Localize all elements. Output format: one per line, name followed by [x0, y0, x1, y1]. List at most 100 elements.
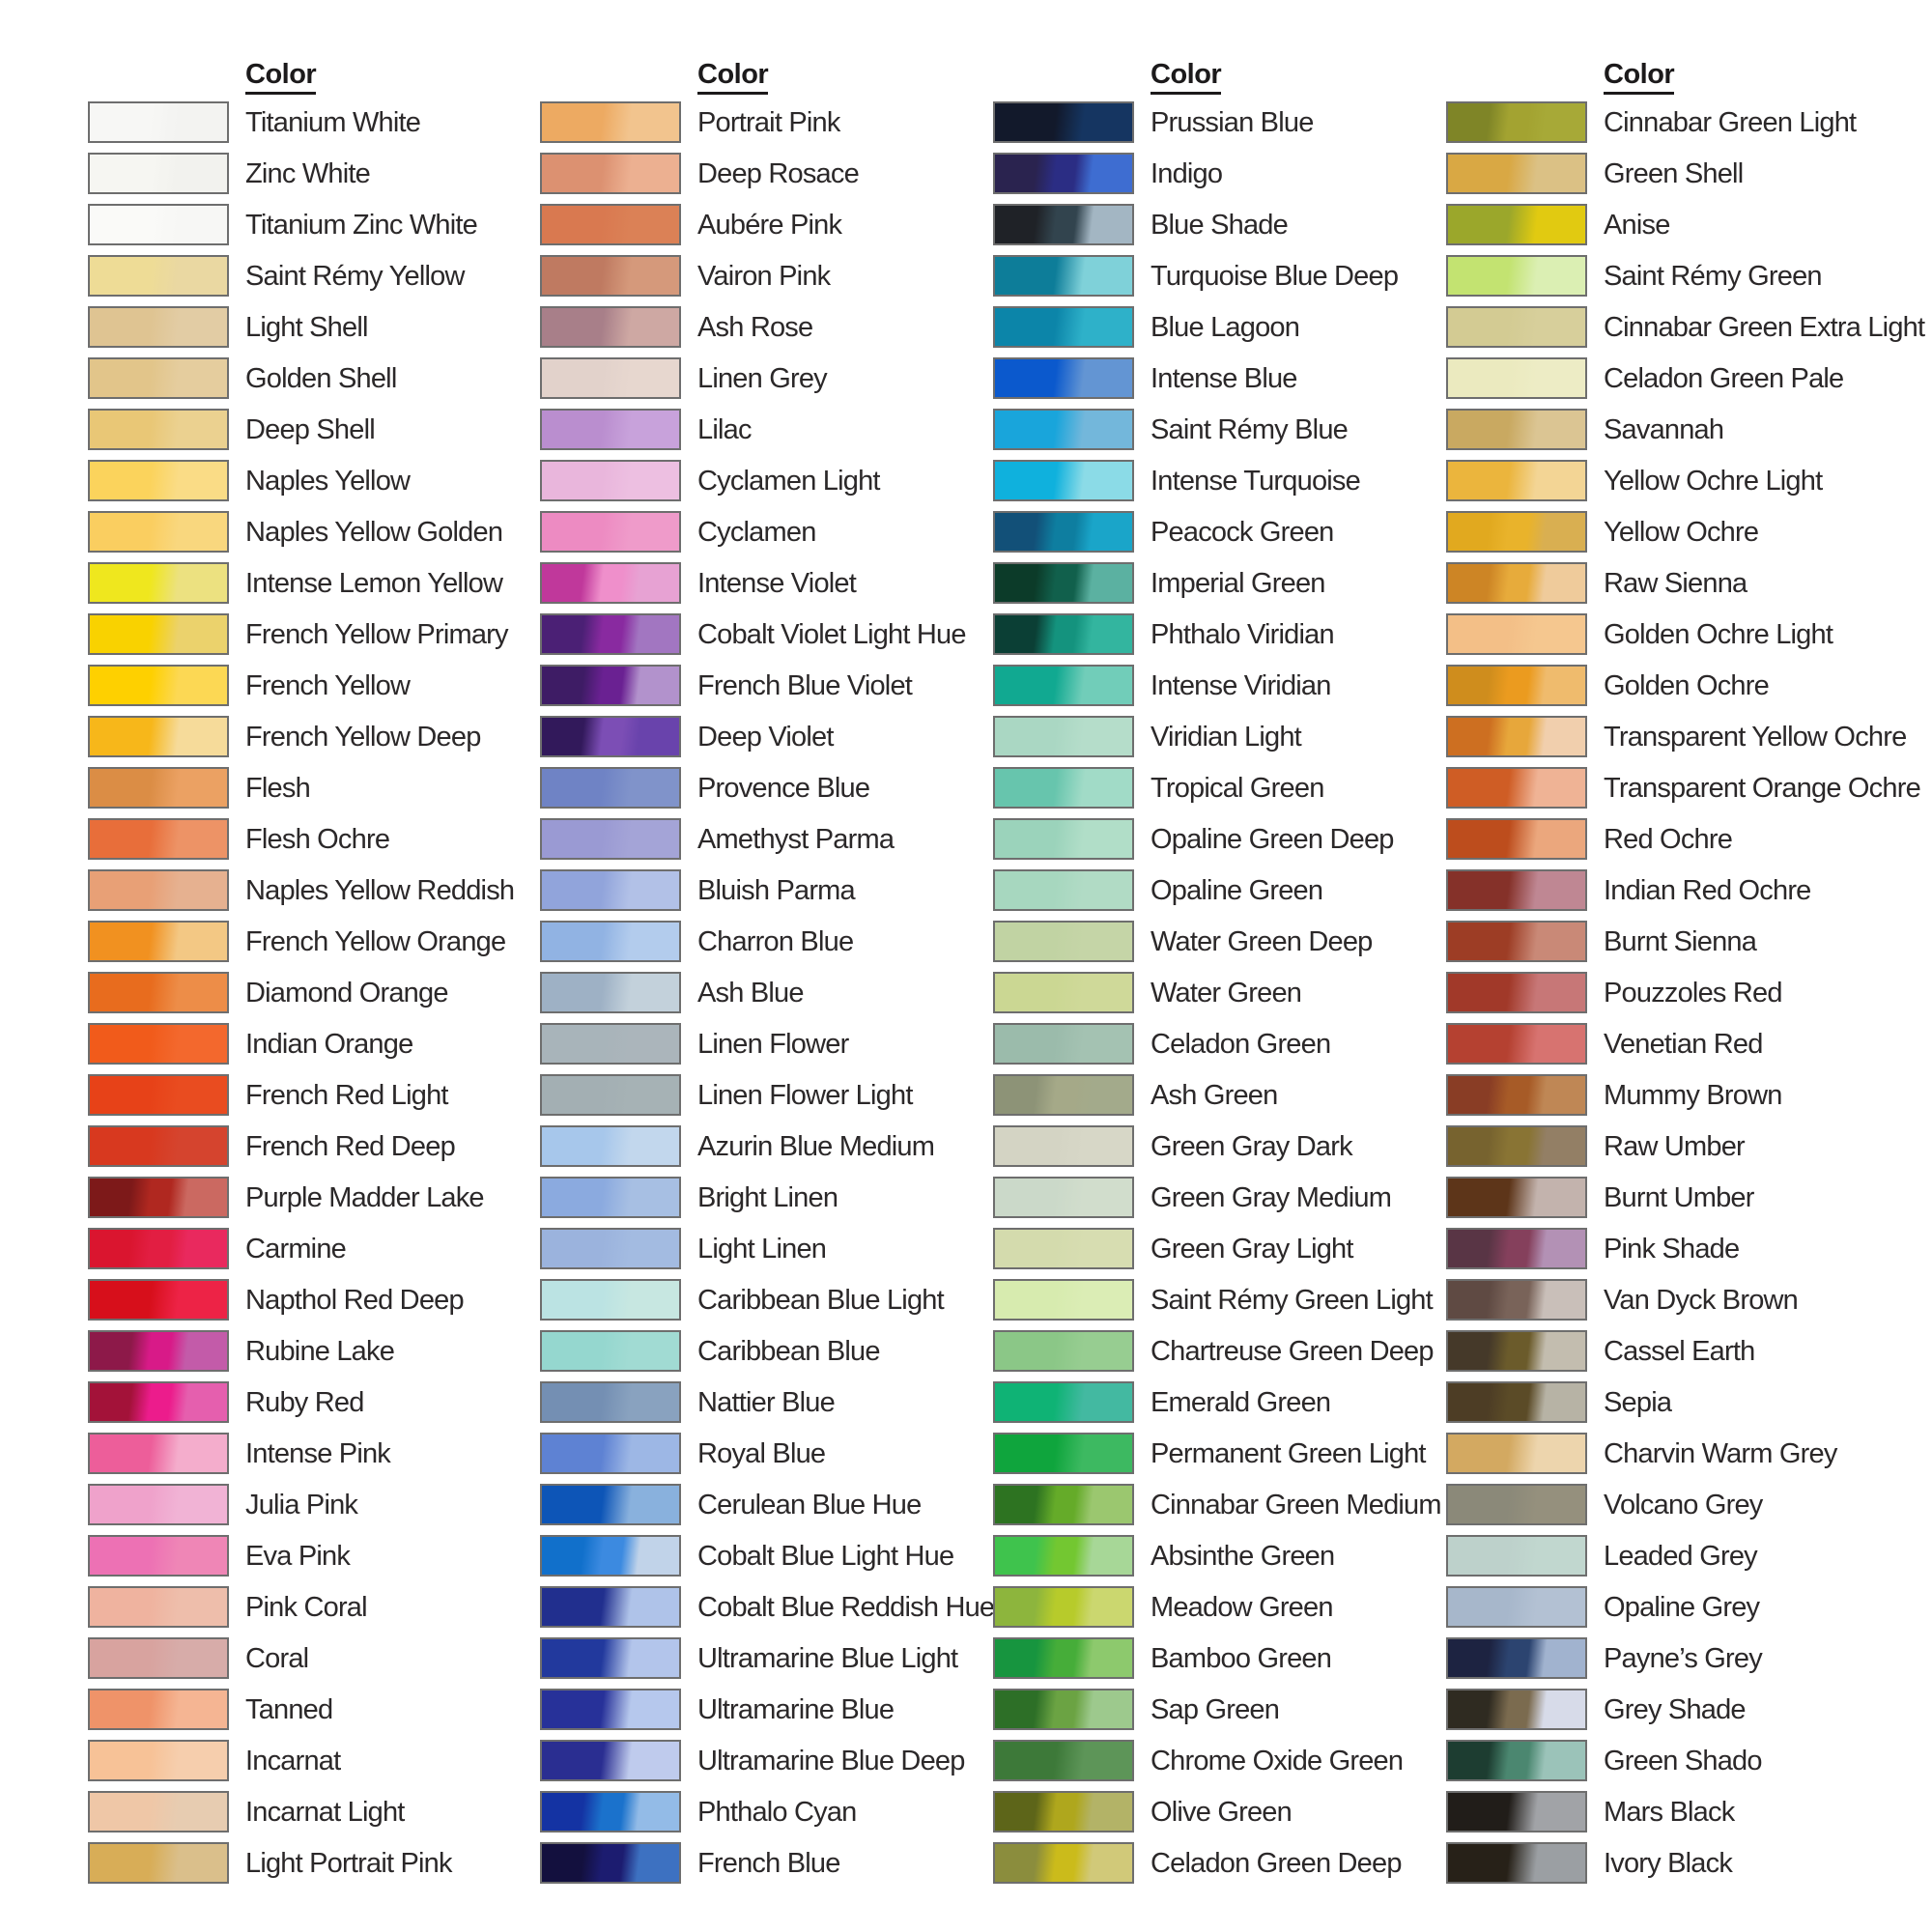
color-row: Sepia	[1446, 1381, 1898, 1423]
color-row: Celadon Green Pale	[1446, 357, 1898, 399]
color-swatch	[540, 1535, 681, 1577]
color-swatch	[1446, 767, 1587, 809]
color-row: Bright Linen	[540, 1177, 992, 1218]
color-name-label: Pink Shade	[1604, 1233, 1740, 1264]
color-swatch	[88, 255, 229, 297]
color-name-label: Eva Pink	[245, 1540, 351, 1572]
color-row: French Red Light	[88, 1074, 540, 1116]
color-swatch	[1446, 306, 1587, 348]
color-row: Pink Coral	[88, 1586, 540, 1628]
color-row: Red Ochre	[1446, 818, 1898, 860]
color-swatch	[993, 1330, 1134, 1372]
color-name-label: Napthol Red Deep	[245, 1284, 465, 1316]
color-row: Ash Green	[993, 1074, 1445, 1116]
color-row: Linen Flower	[540, 1023, 992, 1065]
color-name-label: Cyclamen Light	[697, 465, 880, 497]
color-name-label: Amethyst Parma	[697, 823, 895, 855]
color-name-label: Raw Sienna	[1604, 567, 1747, 599]
color-name-label: Light Linen	[697, 1233, 827, 1264]
color-name-label: Turquoise Blue Deep	[1151, 260, 1399, 292]
color-swatch	[540, 1433, 681, 1474]
color-name-label: Opaline Green Deep	[1151, 823, 1394, 855]
color-swatch	[540, 357, 681, 399]
color-name-label: Cerulean Blue Hue	[697, 1489, 922, 1520]
color-name-label: Light Shell	[245, 311, 368, 343]
color-swatch	[88, 1228, 229, 1269]
color-name-label: Blue Shade	[1151, 209, 1289, 241]
color-row: Julia Pink	[88, 1484, 540, 1525]
color-row: Celadon Green	[993, 1023, 1445, 1065]
color-swatch	[540, 153, 681, 194]
color-swatch	[540, 1074, 681, 1116]
color-row: French Yellow Orange	[88, 921, 540, 962]
color-name-label: Phthalo Viridian	[1151, 618, 1335, 650]
color-row: Aubére Pink	[540, 204, 992, 245]
color-row: Meadow Green	[993, 1586, 1445, 1628]
color-swatch	[1446, 1791, 1587, 1833]
color-row: Incarnat Light	[88, 1791, 540, 1833]
color-name-label: Deep Rosace	[697, 157, 860, 189]
color-row: Intense Lemon Yellow	[88, 562, 540, 604]
color-swatch	[993, 511, 1134, 553]
color-row: Provence Blue	[540, 767, 992, 809]
color-name-label: Burnt Sienna	[1604, 925, 1757, 957]
color-row: Chrome Oxide Green	[993, 1740, 1445, 1781]
color-row: Cinnabar Green Medium	[993, 1484, 1445, 1525]
color-row: Purple Madder Lake	[88, 1177, 540, 1218]
color-row: Golden Ochre Light	[1446, 613, 1898, 655]
color-swatch	[540, 1689, 681, 1730]
color-name-label: Titanium White	[245, 106, 421, 138]
color-swatch	[88, 1842, 229, 1884]
color-swatch	[1446, 1586, 1587, 1628]
color-swatch	[1446, 1279, 1587, 1321]
color-name-label: Van Dyck Brown	[1604, 1284, 1799, 1316]
color-row: Raw Sienna	[1446, 562, 1898, 604]
color-swatch	[540, 511, 681, 553]
color-swatch	[1446, 1433, 1587, 1474]
color-name-label: Rubine Lake	[245, 1335, 395, 1367]
color-swatch	[1446, 255, 1587, 297]
color-name-label: Transparent Orange Ochre	[1604, 772, 1921, 804]
color-swatch	[540, 562, 681, 604]
color-name-label: Bamboo Green	[1151, 1642, 1332, 1674]
color-name-label: Golden Ochre	[1604, 669, 1770, 701]
color-swatch	[540, 921, 681, 962]
color-swatch	[88, 869, 229, 911]
color-swatch	[1446, 1637, 1587, 1679]
color-name-label: Pouzzoles Red	[1604, 977, 1782, 1009]
color-name-label: Tropical Green	[1151, 772, 1324, 804]
color-row: Opaline Green Deep	[993, 818, 1445, 860]
color-row: Vairon Pink	[540, 255, 992, 297]
color-name-label: Intense Viridian	[1151, 669, 1331, 701]
color-name-label: Flesh	[245, 772, 311, 804]
color-row: Ultramarine Blue	[540, 1689, 992, 1730]
color-swatch	[993, 818, 1134, 860]
color-rows: Titanium White Zinc White Titanium Zinc Wh…	[88, 101, 540, 1884]
color-row: Linen Grey	[540, 357, 992, 399]
color-swatch	[1446, 1740, 1587, 1781]
color-row: Cyclamen	[540, 511, 992, 553]
color-column: Color Cinnabar Green Light Green Shell Anis…	[1446, 60, 1925, 1893]
color-row: Light Linen	[540, 1228, 992, 1269]
color-swatch	[540, 1330, 681, 1372]
color-swatch	[88, 562, 229, 604]
color-row: Absinthe Green	[993, 1535, 1445, 1577]
color-row: Olive Green	[993, 1791, 1445, 1833]
color-swatch	[993, 460, 1134, 501]
color-name-label: Green Shado	[1604, 1745, 1763, 1776]
column-header: Color	[1151, 60, 1222, 95]
color-row: Emerald Green	[993, 1381, 1445, 1423]
color-name-label: Sepia	[1604, 1386, 1672, 1418]
color-name-label: Yellow Ochre	[1604, 516, 1759, 548]
color-row: Bluish Parma	[540, 869, 992, 911]
color-row: French Red Deep	[88, 1125, 540, 1167]
color-swatch	[540, 1484, 681, 1525]
color-row: Golden Shell	[88, 357, 540, 399]
color-name-label: Light Portrait Pink	[245, 1847, 452, 1879]
color-name-label: Transparent Yellow Ochre	[1604, 721, 1907, 753]
color-swatch	[88, 921, 229, 962]
color-column: Color Prussian Blue Indigo Blue Shade Turquo…	[993, 60, 1445, 1893]
color-row: Napthol Red Deep	[88, 1279, 540, 1321]
color-swatch	[1446, 921, 1587, 962]
